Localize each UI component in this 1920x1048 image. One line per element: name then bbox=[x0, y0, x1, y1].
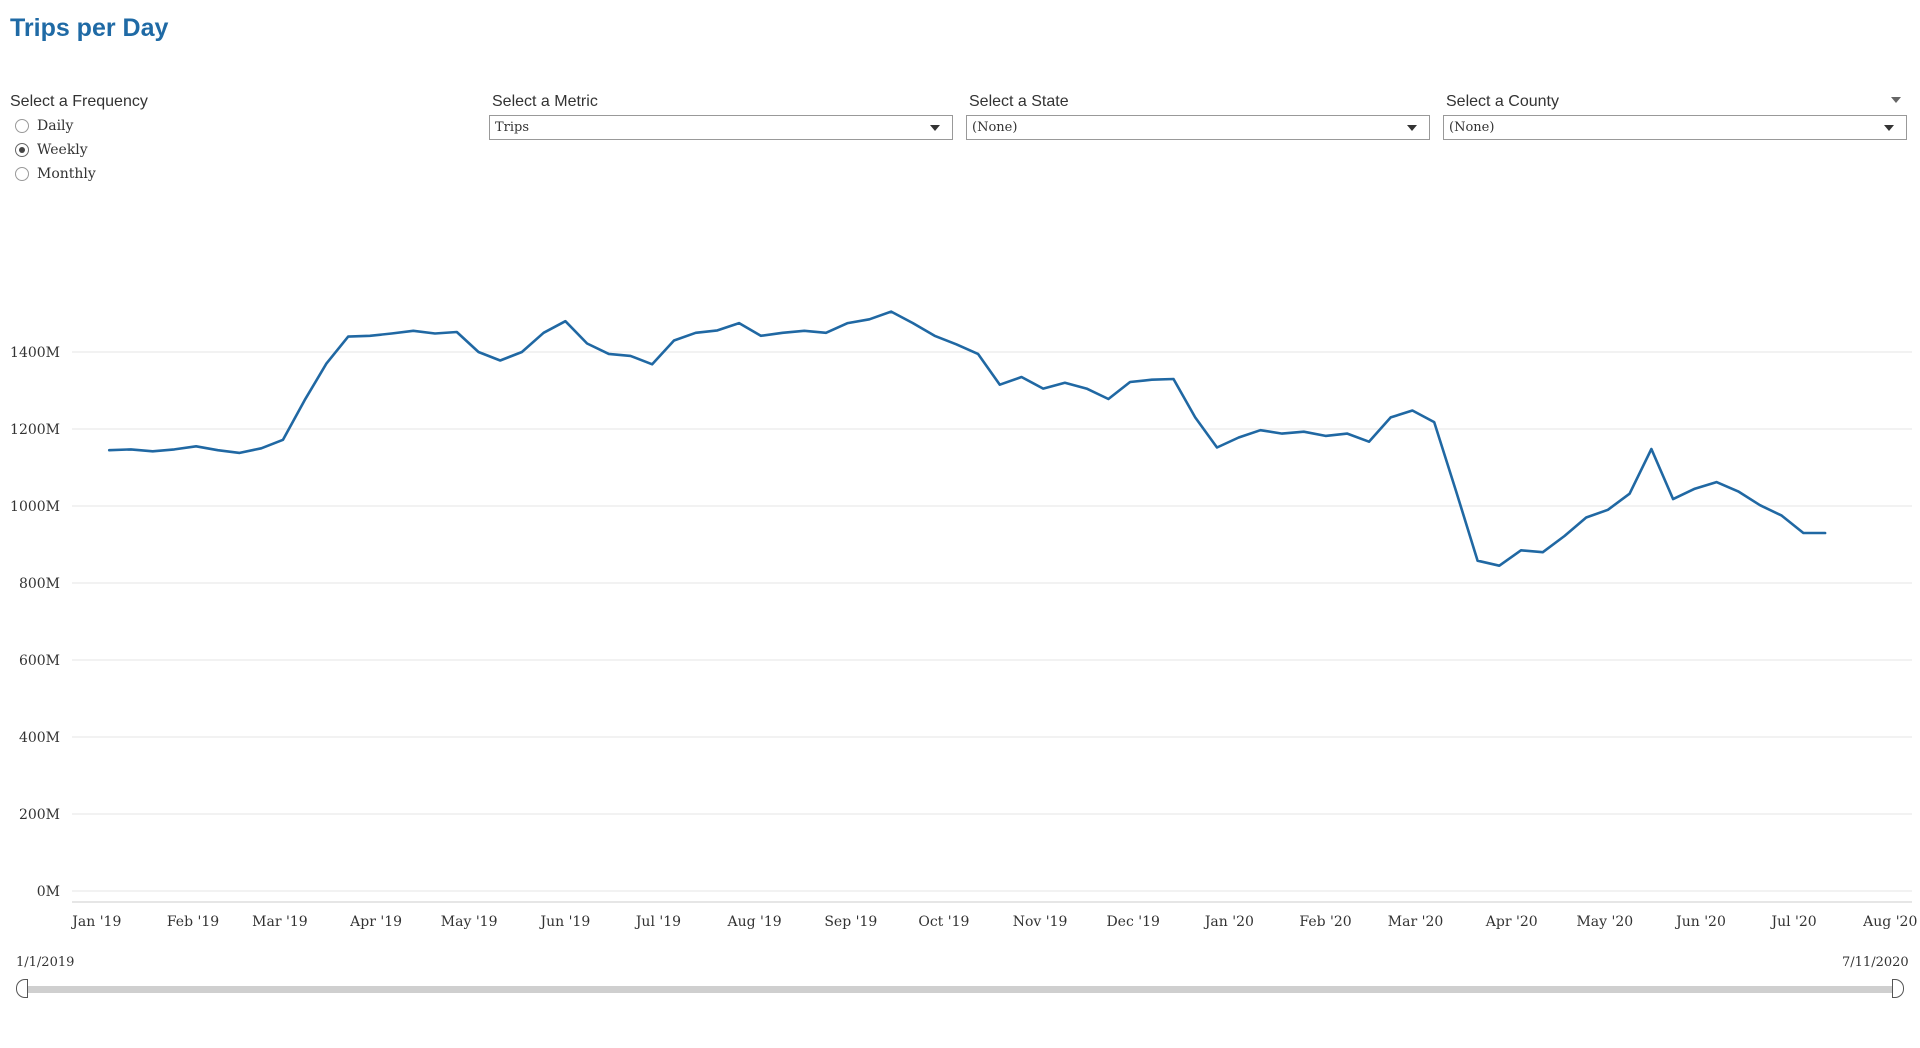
x-tick-label: Mar '20 bbox=[1388, 914, 1444, 930]
x-tick-label: May '19 bbox=[441, 914, 498, 930]
y-tick-label: 200M bbox=[19, 807, 60, 823]
y-tick-label: 800M bbox=[19, 576, 60, 592]
state-select[interactable]: (None) bbox=[966, 115, 1430, 140]
radio-button[interactable] bbox=[15, 167, 29, 181]
metric-select-value: Trips bbox=[495, 120, 530, 135]
county-label: Select a County bbox=[1446, 93, 1559, 110]
x-tick-label: Sep '19 bbox=[824, 914, 877, 930]
x-tick-label: Jul '20 bbox=[1769, 914, 1816, 930]
frequency-option-daily[interactable]: Daily bbox=[15, 115, 73, 137]
x-tick-label: Nov '19 bbox=[1013, 914, 1068, 930]
county-select-value: (None) bbox=[1449, 120, 1495, 135]
radio-button[interactable] bbox=[15, 119, 29, 133]
x-tick-label: Dec '19 bbox=[1106, 914, 1159, 930]
x-tick-label: Jun '20 bbox=[1674, 914, 1726, 930]
date-range-end-handle[interactable] bbox=[1892, 979, 1904, 998]
y-tick-label: 600M bbox=[19, 653, 60, 669]
x-tick-label: Aug '19 bbox=[727, 914, 782, 930]
state-label: Select a State bbox=[969, 93, 1069, 110]
x-tick-label: Apr '20 bbox=[1485, 914, 1538, 930]
x-tick-label: Jun '19 bbox=[538, 914, 590, 930]
range-end-label: 7/11/2020 bbox=[1842, 955, 1909, 970]
series-line bbox=[107, 310, 1827, 568]
frequency-option-monthly[interactable]: Monthly bbox=[15, 163, 96, 185]
x-tick-label: Jul '19 bbox=[634, 914, 681, 930]
frequency-label: Select a Frequency bbox=[10, 93, 148, 110]
x-tick-label: Jan '19 bbox=[70, 914, 121, 930]
county-select[interactable]: (None) bbox=[1443, 115, 1907, 140]
x-tick-label: Aug '20 bbox=[1862, 914, 1917, 930]
x-tick-label: Jan '20 bbox=[1203, 914, 1254, 930]
x-tick-label: Feb '19 bbox=[167, 914, 219, 930]
metric-select[interactable]: Trips bbox=[489, 115, 953, 140]
y-tick-label: 1400M bbox=[10, 345, 60, 361]
metric-label: Select a Metric bbox=[492, 93, 598, 110]
x-tick-label: Oct '19 bbox=[918, 914, 969, 930]
chevron-down-icon bbox=[1407, 125, 1417, 131]
radio-button-selected[interactable] bbox=[15, 143, 29, 157]
frequency-option-label: Weekly bbox=[37, 142, 88, 158]
x-tick-label: Apr '19 bbox=[349, 914, 402, 930]
y-tick-label: 0M bbox=[37, 884, 60, 900]
frequency-option-label: Monthly bbox=[37, 166, 96, 182]
x-tick-label: May '20 bbox=[1576, 914, 1633, 930]
date-range-slider-track[interactable] bbox=[22, 986, 1898, 993]
trips-line-chart: 0M 200M 400M 600M 800M 1000M 1200M 1400M Jan '19… bbox=[10, 310, 1917, 930]
frequency-option-label: Daily bbox=[37, 118, 74, 134]
x-tick-label: Feb '20 bbox=[1299, 914, 1351, 930]
frequency-option-weekly[interactable]: Weekly bbox=[15, 139, 88, 161]
y-tick-label: 1200M bbox=[10, 422, 60, 438]
page-title: Trips per Day bbox=[10, 14, 169, 42]
range-start-label: 1/1/2019 bbox=[16, 955, 75, 970]
y-tick-label: 1000M bbox=[10, 499, 60, 515]
y-tick-label: 400M bbox=[19, 730, 60, 746]
chevron-down-icon bbox=[930, 125, 940, 131]
x-tick-label: Mar '19 bbox=[252, 914, 308, 930]
chevron-down-icon bbox=[1884, 125, 1894, 131]
filter-menu-icon[interactable] bbox=[1891, 97, 1901, 103]
date-range-start-handle[interactable] bbox=[16, 979, 28, 998]
state-select-value: (None) bbox=[972, 120, 1018, 135]
